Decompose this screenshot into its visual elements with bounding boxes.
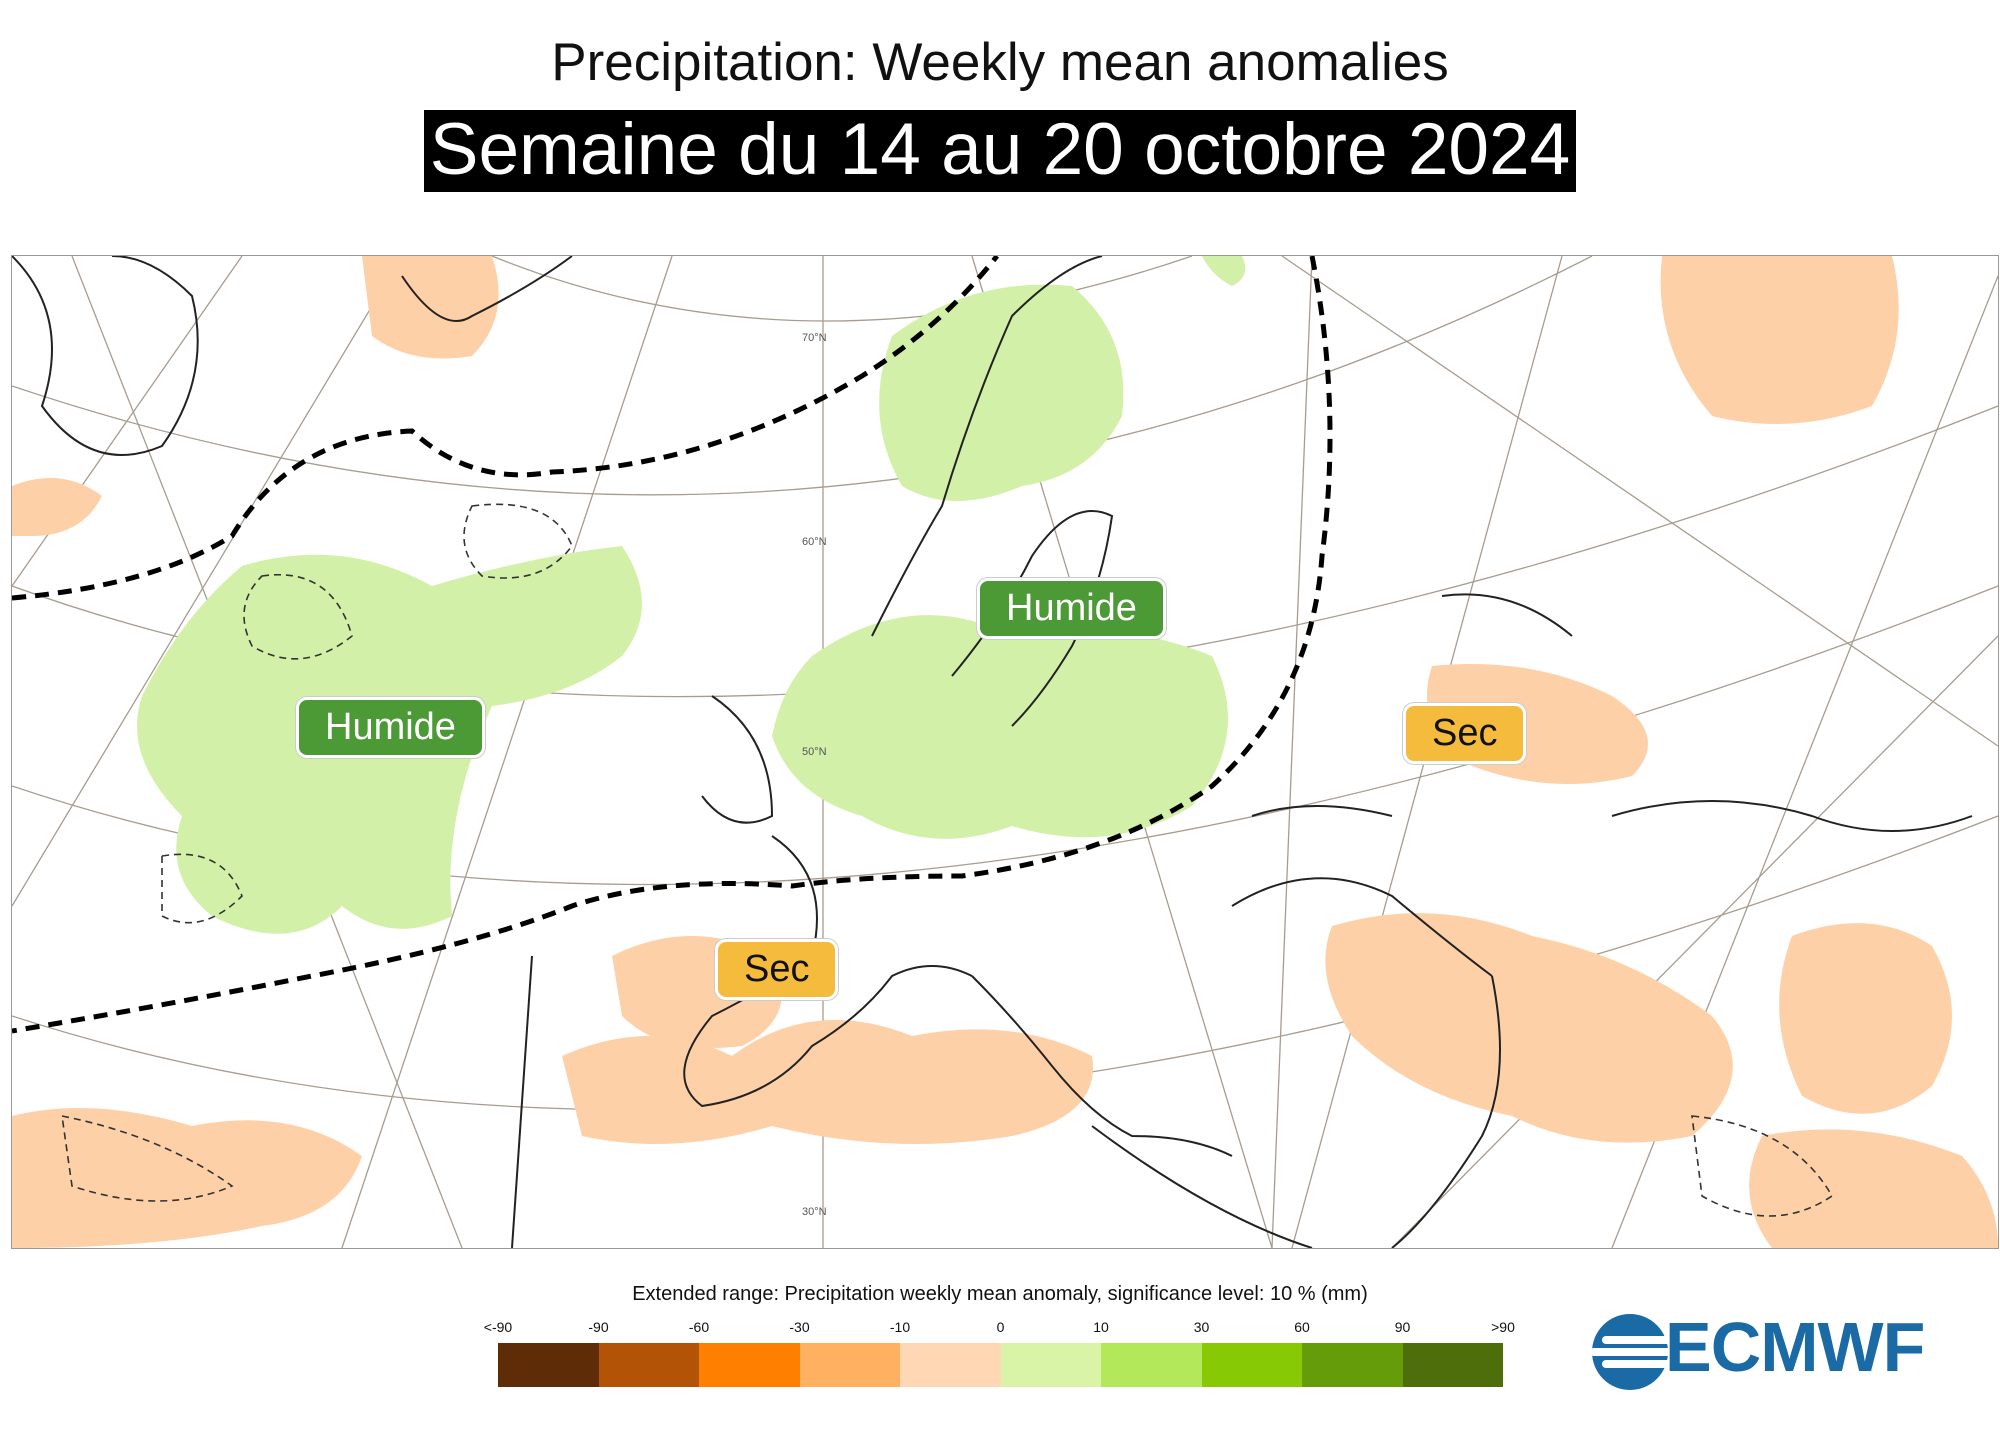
lat-label-70: 70°N bbox=[802, 332, 827, 344]
dry-tag-iberia: Sec bbox=[715, 939, 839, 1000]
dry-anomaly-areas bbox=[12, 256, 1998, 1248]
legend-swatch-4 bbox=[900, 1343, 1001, 1387]
legend-tick-2: -60 bbox=[688, 1319, 710, 1335]
dry-tag-blacksea: Sec bbox=[1403, 703, 1527, 764]
legend-tick-5: 0 bbox=[996, 1319, 1005, 1335]
legend-title: Extended range: Precipitation weekly mea… bbox=[632, 1283, 1368, 1305]
legend-swatch-9 bbox=[1402, 1343, 1503, 1387]
wet-tag-scandinavia: Humide bbox=[977, 578, 1166, 639]
legend-swatch-5 bbox=[1000, 1343, 1101, 1387]
page-title: Precipitation: Weekly mean anomalies bbox=[551, 33, 1449, 92]
legend-swatch-0 bbox=[498, 1343, 599, 1387]
week-subtitle: Semaine du 14 au 20 octobre 2024 bbox=[423, 110, 1577, 192]
lat-label-50: 50°N bbox=[802, 746, 827, 758]
legend-tick-4: -10 bbox=[889, 1319, 911, 1335]
anomaly-map: 70°N 60°N 50°N 30°N Humide Humide Sec Se… bbox=[11, 255, 1999, 1249]
legend-swatch-6 bbox=[1101, 1343, 1202, 1387]
legend-colorbar bbox=[498, 1343, 1503, 1387]
legend-swatch-2 bbox=[699, 1343, 800, 1387]
legend-ticks: <-90 -90 -60 -30 -10 0 10 30 60 90 >90 bbox=[484, 1319, 1515, 1339]
lat-label-30: 30°N bbox=[802, 1206, 827, 1218]
legend-swatch-7 bbox=[1201, 1343, 1302, 1387]
lat-label-60: 60°N bbox=[802, 536, 827, 548]
legend-tick-7: 30 bbox=[1193, 1319, 1210, 1335]
legend-tick-10: >90 bbox=[1491, 1319, 1515, 1335]
legend-tick-8: 60 bbox=[1294, 1319, 1310, 1335]
legend-swatch-1 bbox=[598, 1343, 699, 1387]
ecmwf-logo-icon bbox=[1590, 1314, 1672, 1390]
legend-tick-3: -30 bbox=[789, 1319, 810, 1335]
legend-tick-9: 90 bbox=[1394, 1319, 1411, 1335]
regime-boundary bbox=[12, 256, 1333, 1034]
ecmwf-logo-text: ECMWF bbox=[1665, 1308, 1925, 1386]
wet-tag-atlantic: Humide bbox=[296, 697, 485, 758]
legend-swatch-3 bbox=[799, 1343, 900, 1387]
significance-contours bbox=[61, 503, 1834, 1217]
legend-swatch-8 bbox=[1302, 1343, 1403, 1387]
legend-tick-6: 10 bbox=[1093, 1319, 1109, 1335]
legend-tick-0: <-90 bbox=[483, 1319, 513, 1335]
coastlines bbox=[12, 256, 1973, 1248]
legend-tick-1: -90 bbox=[588, 1319, 609, 1335]
